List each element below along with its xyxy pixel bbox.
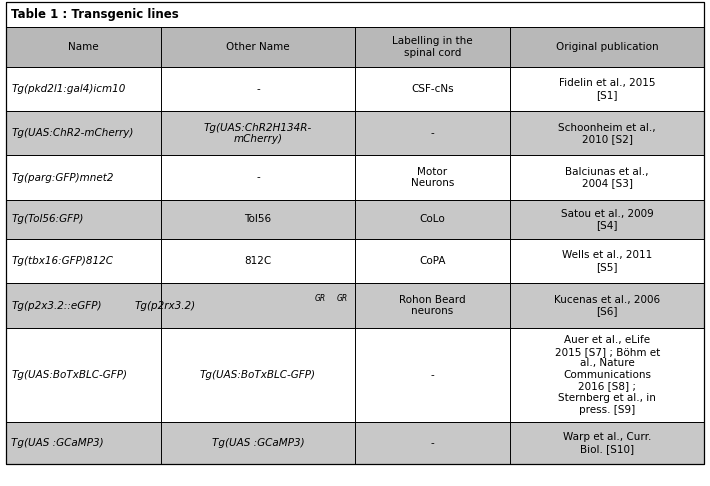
Bar [6, 283, 704, 328]
Text: Motor
Neurons: Motor Neurons [411, 167, 454, 189]
Text: GR: GR [315, 294, 326, 303]
Text: Schoonheim et al.,
2010 [S2]: Schoonheim et al., 2010 [S2] [558, 122, 656, 144]
Text: Warp et al., Curr.
Biol. [S10]: Warp et al., Curr. Biol. [S10] [563, 433, 651, 454]
Text: Labelling in the
spinal cord: Labelling in the spinal cord [392, 36, 473, 58]
Bar [6, 422, 704, 464]
Text: Fidelin et al., 2015
[S1]: Fidelin et al., 2015 [S1] [559, 78, 655, 100]
Text: Rohon Beard
neurons: Rohon Beard neurons [399, 295, 466, 316]
Text: -: - [431, 370, 435, 380]
Text: Tg(tbx16:GFP)812C: Tg(tbx16:GFP)812C [11, 256, 114, 266]
Text: -: - [431, 128, 435, 139]
Bar [6, 2, 704, 27]
Text: CoLo: CoLo [420, 214, 445, 225]
Text: -: - [256, 84, 260, 94]
Text: Name: Name [68, 42, 99, 52]
Text: Tg(UAS :GCaMP3): Tg(UAS :GCaMP3) [212, 438, 304, 448]
Text: Tg(UAS :GCaMP3): Tg(UAS :GCaMP3) [11, 438, 104, 448]
Text: Balciunas et al.,
2004 [S3]: Balciunas et al., 2004 [S3] [565, 167, 649, 189]
Bar [6, 239, 704, 283]
Bar [6, 200, 704, 239]
Text: Tg(parg:GFP)mnet2: Tg(parg:GFP)mnet2 [11, 173, 114, 183]
Text: Tg(UAS:ChR2-mCherry): Tg(UAS:ChR2-mCherry) [11, 128, 133, 139]
Text: Kucenas et al., 2006
[S6]: Kucenas et al., 2006 [S6] [554, 295, 660, 316]
Bar [6, 111, 704, 156]
Text: Satou et al., 2009
[S4]: Satou et al., 2009 [S4] [561, 208, 654, 230]
Text: Tg(p2x3.2::eGFP): Tg(p2x3.2::eGFP) [11, 300, 102, 311]
Text: 812C: 812C [244, 256, 271, 266]
Text: Tol56: Tol56 [244, 214, 271, 225]
Text: Auer et al., eLife
2015 [S7] ; Böhm et
al., Nature
Communications
2016 [S8] ;
St: Auer et al., eLife 2015 [S7] ; Böhm et a… [555, 335, 660, 415]
Text: CoPA: CoPA [420, 256, 446, 266]
Bar [6, 156, 704, 200]
Text: -: - [431, 438, 435, 448]
Text: Tg(UAS:BoTxBLC-GFP): Tg(UAS:BoTxBLC-GFP) [11, 370, 127, 380]
Text: Tg(Tol56:GFP): Tg(Tol56:GFP) [11, 214, 84, 225]
Bar [6, 67, 704, 111]
Bar [6, 27, 704, 67]
Bar [6, 328, 704, 422]
Text: GR: GR [337, 294, 348, 303]
Text: Tg(UAS:BoTxBLC-GFP): Tg(UAS:BoTxBLC-GFP) [200, 370, 316, 380]
Text: CSF-cNs: CSF-cNs [411, 84, 454, 94]
Text: Original publication: Original publication [556, 42, 658, 52]
Text: Other Name: Other Name [226, 42, 290, 52]
Text: Wells et al., 2011
[S5]: Wells et al., 2011 [S5] [562, 250, 652, 272]
Text: Tg(pkd2l1:gal4)icm10: Tg(pkd2l1:gal4)icm10 [11, 84, 126, 94]
Text: -: - [256, 173, 260, 183]
Text: Tg(UAS:ChR2H134R-
mCherry): Tg(UAS:ChR2H134R- mCherry) [204, 122, 312, 144]
Text: Table 1 : Transgenic lines: Table 1 : Transgenic lines [11, 8, 179, 21]
Text: Tg(p2rx3.2): Tg(p2rx3.2) [134, 300, 195, 311]
